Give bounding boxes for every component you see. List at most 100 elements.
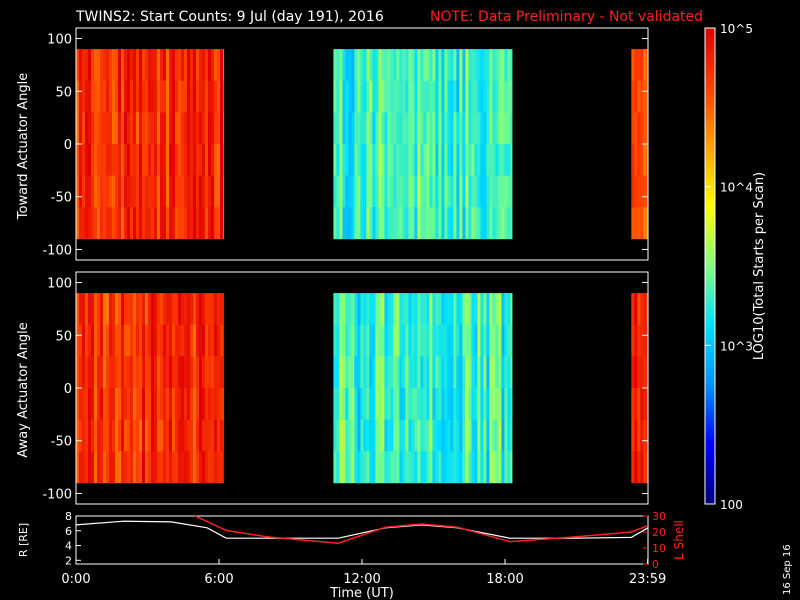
heatmap-cell	[459, 207, 463, 240]
heatmap-cell	[199, 419, 203, 452]
heatmap-cell	[109, 175, 113, 208]
heatmap-cell	[453, 356, 457, 389]
heatmap-cell	[447, 207, 451, 240]
heatmap-cell	[384, 112, 388, 145]
heatmap-cell	[130, 80, 134, 113]
heatmap-cell	[453, 388, 457, 420]
heatmap-cell	[187, 207, 191, 240]
heatmap-cell	[423, 356, 427, 389]
heatmap-cell	[462, 175, 466, 208]
heatmap-cell	[381, 112, 385, 145]
heatmap-cell	[399, 451, 403, 484]
heatmap-cell	[214, 112, 218, 145]
heatmap-cell	[360, 80, 364, 113]
heatmap-cell	[477, 112, 481, 145]
heatmap-cell	[211, 112, 215, 145]
heatmap-cell	[193, 144, 197, 176]
heatmap-cell	[399, 419, 403, 452]
heatmap-cell	[181, 451, 185, 484]
heatmap-cell	[441, 175, 445, 208]
heatmap-cell	[91, 207, 95, 240]
colorbar-tick-label: 100	[720, 498, 743, 512]
heatmap-cell	[414, 207, 418, 240]
heatmap-cell	[76, 388, 80, 420]
heatmap-cell	[489, 112, 493, 145]
heatmap-cell	[184, 175, 188, 208]
heatmap-cell	[492, 175, 496, 208]
heatmap-cell	[637, 388, 641, 420]
heatmap-cell	[133, 324, 137, 357]
heatmap-cell	[360, 388, 364, 420]
heatmap-cell	[366, 419, 370, 452]
heatmap-cell	[387, 112, 391, 145]
heatmap-cell	[640, 144, 644, 176]
heatmap-cell	[369, 293, 373, 326]
heatmap-cell	[130, 293, 134, 326]
heatmap-cell	[402, 356, 406, 389]
heatmap-cell	[148, 49, 152, 82]
heatmap-cell	[94, 112, 98, 145]
heatmap-cell	[166, 356, 170, 389]
heatmap-cell	[97, 324, 101, 357]
heatmap-cell	[205, 293, 209, 326]
heatmap-cell	[121, 144, 125, 176]
heatmap-cell	[378, 324, 382, 357]
heatmap-cell	[510, 293, 513, 326]
heatmap-cell	[378, 293, 382, 326]
heatmap-cell	[166, 112, 170, 145]
heatmap-cell	[366, 356, 370, 389]
heatmap-cell	[366, 451, 370, 484]
heatmap-cell	[217, 175, 221, 208]
heatmap-cell	[109, 419, 113, 452]
heatmap-cell	[160, 207, 164, 240]
heatmap-cell	[354, 207, 358, 240]
heatmap-cell	[208, 80, 212, 113]
heatmap-cell	[223, 175, 225, 208]
orbit-panel: 8 6 42 30 20 10 0 0:00 6:00 12:00 18:00 23:59 R […	[17, 510, 686, 600]
heatmap-cell	[217, 49, 221, 82]
heatmap-cell	[462, 49, 466, 82]
heatmap-cell	[88, 112, 92, 145]
heatmap-cell	[82, 80, 86, 113]
heatmap-cell	[375, 207, 379, 240]
heatmap-cell	[202, 419, 206, 452]
heatmap-cell	[196, 80, 200, 113]
heatmap-cell	[181, 80, 185, 113]
heatmap-cell	[79, 49, 83, 82]
heatmap-cell	[501, 144, 505, 176]
heatmap-cell	[354, 324, 358, 357]
heatmap-cell	[136, 112, 140, 145]
heatmap-cell	[423, 80, 427, 113]
heatmap-cell	[202, 80, 206, 113]
heatmap-cell	[163, 112, 167, 145]
heatmap-cell	[489, 451, 493, 484]
heatmap-cell	[339, 356, 343, 389]
heatmap-cell	[501, 112, 505, 145]
heatmap-cell	[396, 80, 400, 113]
heatmap-cell	[106, 49, 110, 82]
heatmap-cell	[163, 80, 167, 113]
heatmap-cell	[444, 356, 448, 389]
heatmap-cell	[459, 324, 463, 357]
heatmap-cell	[483, 80, 487, 113]
heatmap-cell	[351, 112, 355, 145]
heatmap-cell	[495, 388, 499, 420]
heatmap-cell	[634, 49, 638, 82]
heatmap-cell	[366, 388, 370, 420]
heatmap-cell	[471, 144, 475, 176]
heatmap-cell	[169, 49, 173, 82]
heatmap-cell	[348, 324, 352, 357]
heatmap-cell	[127, 80, 131, 113]
heatmap-cell	[163, 175, 167, 208]
heatmap-cell	[634, 207, 638, 240]
heatmap-cell	[217, 112, 221, 145]
heatmap-cell	[363, 80, 367, 113]
heatmap-cell	[103, 419, 107, 452]
heatmap-cell	[372, 144, 376, 176]
heatmap-cell	[486, 388, 490, 420]
heatmap-cell	[441, 324, 445, 357]
heatmap-cell	[223, 207, 225, 240]
heatmap-cell	[196, 175, 200, 208]
heatmap-cell	[94, 49, 98, 82]
heatmap-cell	[112, 356, 116, 389]
